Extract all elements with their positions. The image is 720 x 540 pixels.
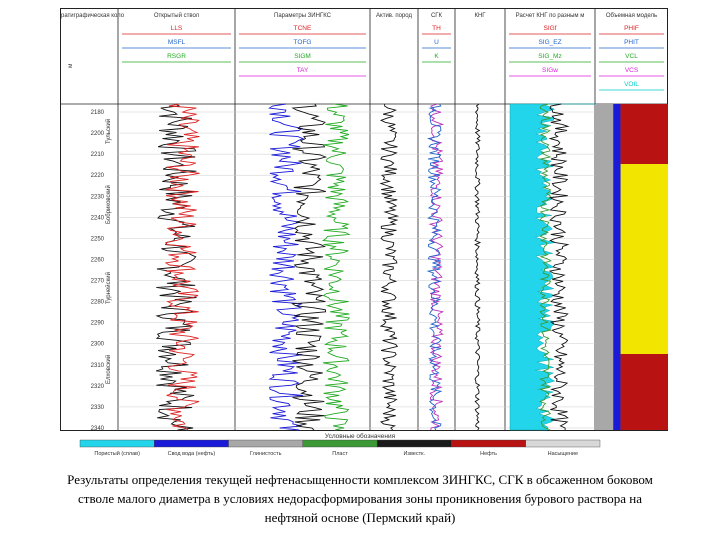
curve-label-lls: LLS: [171, 25, 183, 32]
curve-methods-green: [538, 103, 552, 431]
depth-tick-label: 2250: [91, 236, 105, 242]
curve-label-msfl: MSFL: [168, 39, 186, 46]
curve-label-sig_mz: SIG_Mz: [538, 53, 561, 60]
curve-label-sig_ez: SIG_EZ: [538, 39, 561, 46]
curve-label-tay: TAY: [297, 67, 309, 74]
track-title-vol: Объемная модель: [606, 13, 657, 19]
legend-swatch: [451, 439, 526, 448]
legend-label: Пористый (сплав): [94, 450, 140, 457]
depth-tick-label: 2210: [91, 152, 105, 158]
depth-tick-label: 2330: [91, 405, 105, 411]
curve-activity: [379, 103, 400, 431]
legend-label: Известк.: [403, 451, 425, 457]
curve-open-hole-black: [155, 103, 197, 431]
legend-swatch: [302, 439, 378, 448]
chart-frame: [60, 8, 668, 431]
track-title-strat: Стратиграфическая коло: [60, 13, 125, 19]
legend-label: Насыщение: [548, 451, 578, 457]
legend-label: Пласт: [332, 451, 348, 457]
depth-tick-label: 2320: [91, 384, 105, 390]
legend-label: Глинистость: [250, 451, 282, 457]
caption-line-2: стволе малого диаметра в условиях недора…: [78, 491, 642, 506]
curve-label-tofg: TOFG: [294, 39, 312, 46]
curve-label-tcne: TCNE: [294, 25, 312, 32]
depth-tick-label: 2290: [91, 321, 105, 327]
curve-label-vcs: VCS: [625, 67, 639, 74]
legend-label: Свод вода (нефть): [168, 451, 216, 457]
legend-swatch: [154, 439, 229, 448]
legend-label: Нефть: [480, 451, 497, 457]
figure-caption: Результаты определения текущей нефтенасы…: [18, 470, 702, 527]
curve-label-u: U: [434, 39, 439, 46]
curve-sgk-magenta: [428, 103, 445, 431]
depth-tick-label: 2310: [91, 363, 105, 369]
curve-inngk-blue: [268, 103, 305, 431]
curve-kng: [474, 103, 482, 431]
curve-label-k: K: [434, 53, 439, 60]
depth-tick-label: 2180: [91, 110, 105, 116]
track-title-act: Актив. пород: [376, 13, 412, 19]
caption-line-1: Результаты определения текущей нефтенасы…: [67, 472, 653, 487]
depth-tick-label: 2270: [91, 279, 105, 285]
curve-label-phit: PHIT: [624, 39, 639, 46]
track-title-sgk: СГК: [431, 13, 443, 19]
curve-methods-black: [548, 103, 570, 430]
curve-label-voil: VOIL: [624, 81, 639, 88]
curve-inngk-black: [291, 103, 328, 431]
curve-label-vcl: VCL: [625, 53, 638, 60]
vol-band-bottom: [620, 354, 668, 430]
track-title-inngk: Параметры ЗИНГКС: [274, 13, 332, 19]
curve-label-sigf: SIGf: [543, 25, 556, 32]
curve-label-phif: PHIF: [624, 25, 639, 32]
methods-fill-cyan: [509, 103, 595, 431]
track-title-kng: КНГ: [474, 13, 486, 19]
well-log-chart: Стратиграфическая коло Открытый ствол LLS M…: [60, 8, 668, 457]
track-title-mod: Расчет КНГ по разным м: [516, 13, 585, 19]
curve-label-th: TH: [432, 25, 441, 32]
vol-clay-fill: [595, 104, 614, 430]
legend-swatch: [79, 439, 155, 448]
curve-sgk-blue: [426, 103, 443, 431]
depth-axis-label: м: [67, 63, 74, 68]
depth-tick-label: 2300: [91, 342, 105, 348]
vol-band-top: [620, 104, 668, 164]
depth-tick-label: 2220: [91, 173, 105, 179]
depth-tick-label: 2230: [91, 194, 105, 200]
legend-swatch: [376, 439, 452, 448]
track-title-open: Открытый ствол: [154, 12, 200, 19]
depth-tick-label: 2340: [91, 426, 105, 432]
depth-tick-label: 2200: [91, 131, 105, 137]
curve-label-sigw: SIGw: [542, 67, 558, 74]
depth-tick-label: 2260: [91, 257, 105, 263]
curve-inngk-green: [321, 103, 351, 431]
caption-line-3: нефтяной основе (Пермский край): [264, 510, 456, 525]
depth-tick-label: 2280: [91, 300, 105, 306]
legend-title: Условные обозначения: [325, 432, 396, 440]
depth-tick-label: 2240: [91, 215, 105, 221]
formation-label: Турнейский: [105, 272, 112, 304]
formation-label: Бобриковский: [105, 185, 112, 224]
legend-swatch: [525, 439, 601, 448]
formation-label: Тульский: [105, 119, 112, 144]
formation-label: Елховский: [105, 355, 112, 384]
curve-label-rsgr: RSGR: [167, 53, 186, 60]
curve-open-hole-red: [164, 103, 200, 431]
curve-label-sigm: SIGM: [294, 53, 311, 60]
legend-swatch: [228, 439, 304, 448]
